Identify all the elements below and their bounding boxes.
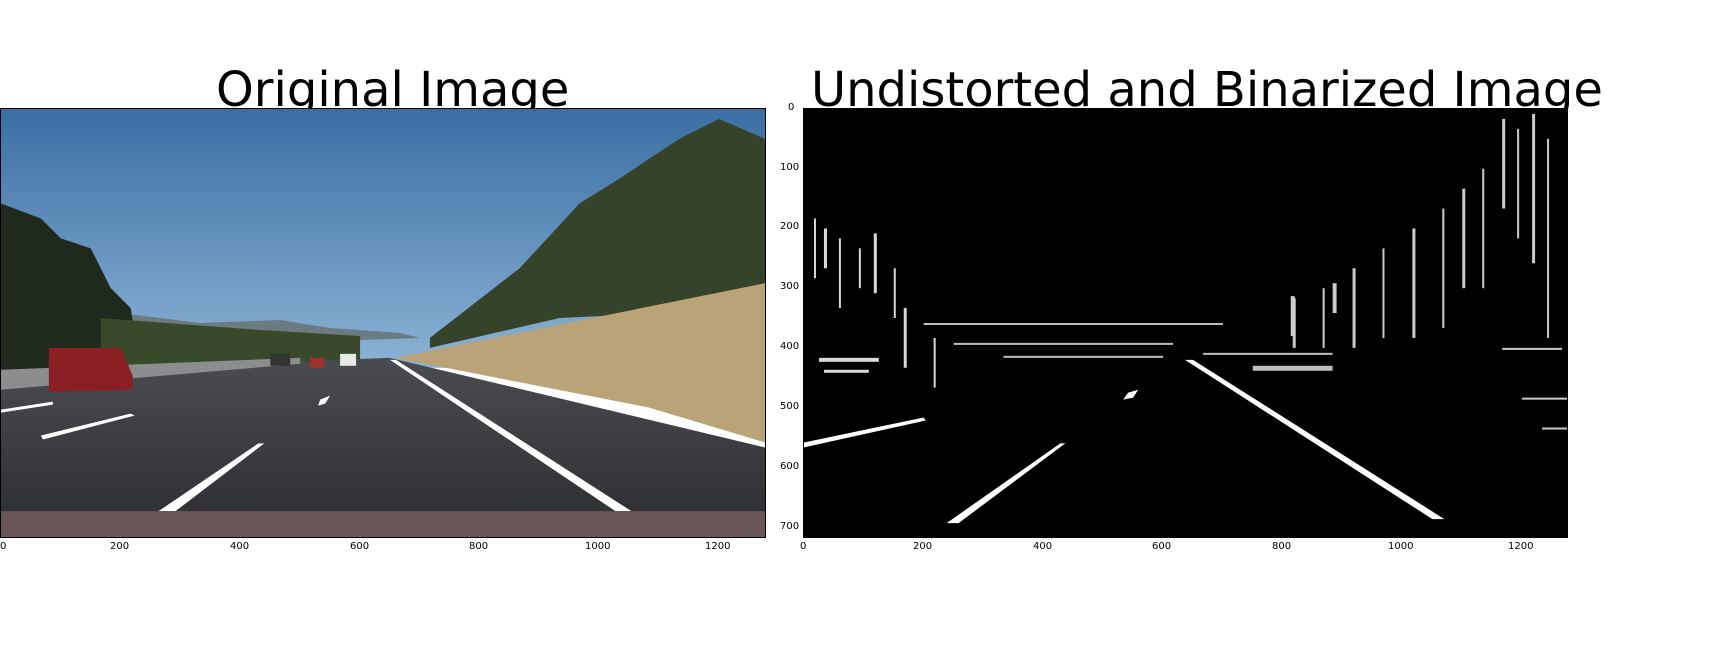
far-left-lane-dash bbox=[40, 413, 135, 440]
left-x-tick: 1200 bbox=[705, 541, 731, 552]
dark-car bbox=[270, 353, 291, 366]
white-car bbox=[340, 353, 357, 366]
right-y-tick: 100 bbox=[780, 162, 800, 173]
left-x-tick: 800 bbox=[469, 541, 489, 552]
car-hood bbox=[1, 511, 765, 537]
right-x-tick: 800 bbox=[1272, 541, 1292, 552]
lane-dash-mid bbox=[318, 395, 331, 406]
binary-left-edges bbox=[813, 218, 936, 388]
binary-right-lane bbox=[1185, 359, 1445, 520]
dry-grass bbox=[394, 283, 765, 443]
right-x-tick: 0 bbox=[800, 541, 807, 552]
road-photo bbox=[1, 109, 765, 537]
right-x-tick: 400 bbox=[1033, 541, 1053, 552]
right-y-tick: 0 bbox=[788, 102, 795, 113]
right-x-tick: 1000 bbox=[1388, 541, 1414, 552]
binarized-image bbox=[803, 108, 1568, 538]
right-y-tick: 500 bbox=[780, 401, 800, 412]
right-y-tick: 400 bbox=[780, 341, 800, 352]
left-x-tick: 600 bbox=[350, 541, 370, 552]
right-x-tick: 1200 bbox=[1508, 541, 1534, 552]
original-road-image bbox=[0, 108, 766, 538]
left-x-tick: 400 bbox=[230, 541, 250, 552]
left-shrubs bbox=[100, 318, 361, 366]
right-y-tick: 200 bbox=[780, 221, 800, 232]
right-y-tick: 700 bbox=[780, 521, 800, 532]
red-suv bbox=[48, 347, 133, 392]
original-image-title: Original Image bbox=[216, 62, 570, 118]
right-trees bbox=[429, 118, 765, 348]
left-x-tick: 0 bbox=[0, 541, 7, 552]
binary-mask bbox=[804, 109, 1567, 537]
binarized-image-title: Undistorted and Binarized Image bbox=[811, 62, 1603, 118]
binary-lane-dash bbox=[1123, 389, 1139, 400]
right-x-tick: 200 bbox=[913, 541, 933, 552]
left-dashed-line bbox=[158, 443, 265, 512]
distant-red-car bbox=[310, 357, 325, 368]
right-y-tick: 300 bbox=[780, 281, 800, 292]
left-x-tick: 1000 bbox=[585, 541, 611, 552]
binary-far-left-lane bbox=[804, 417, 926, 448]
far-left-lane-dash-2 bbox=[1, 401, 53, 413]
right-y-tick: 600 bbox=[780, 461, 800, 472]
binary-left-lane bbox=[946, 443, 1066, 524]
right-lane-line bbox=[389, 359, 632, 512]
left-x-tick: 200 bbox=[110, 541, 130, 552]
binary-horizon-edges bbox=[923, 323, 1333, 371]
binary-right-edges bbox=[1290, 113, 1567, 430]
right-x-tick: 600 bbox=[1152, 541, 1172, 552]
